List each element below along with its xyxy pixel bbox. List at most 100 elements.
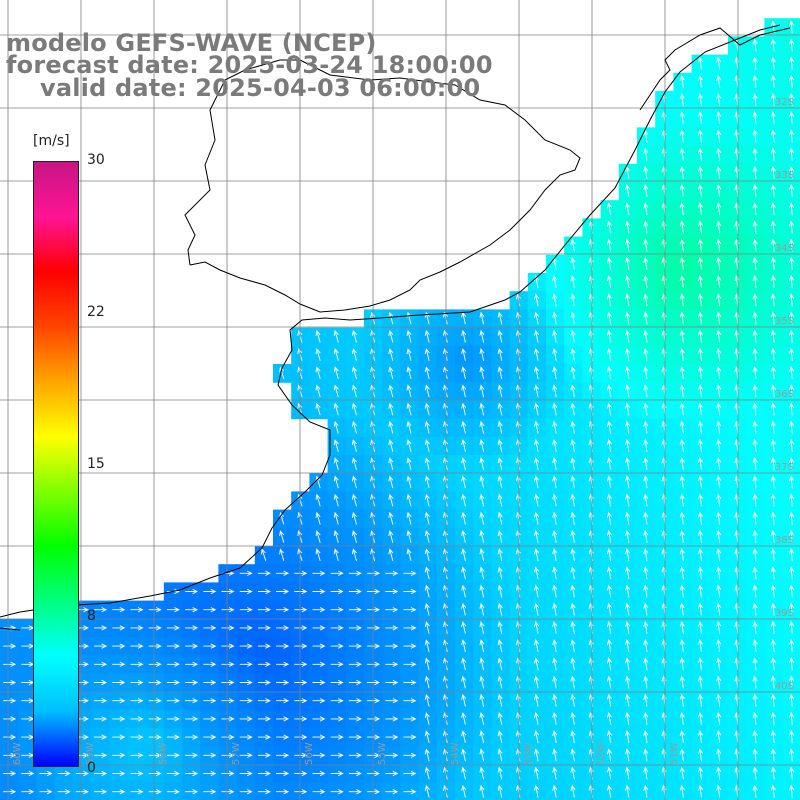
wind-arrow: [166, 752, 180, 758]
wind-arrow: [348, 570, 362, 576]
wind-arrow: [643, 202, 649, 216]
wind-arrow: [333, 493, 339, 507]
wind-arrow: [333, 329, 339, 343]
wind-arrow: [716, 712, 722, 725]
wind-arrow: [461, 511, 467, 525]
wind-arrow: [130, 607, 144, 613]
wind-arrow: [679, 548, 685, 562]
colorbar-tick-0: 0: [87, 760, 96, 776]
wind-arrow: [697, 766, 703, 780]
wind-arrow: [166, 679, 180, 686]
wind-arrow: [552, 438, 558, 452]
wind-arrow: [770, 693, 776, 707]
wind-arrow: [752, 329, 758, 343]
wind-arrow: [752, 675, 758, 689]
wind-arrow: [788, 711, 795, 725]
wind-arrow: [166, 789, 180, 795]
wind-arrow: [94, 716, 108, 722]
wind-arrow: [333, 348, 339, 361]
wind-arrow: [479, 566, 485, 580]
wind-arrow: [752, 784, 758, 798]
wind-arrow: [770, 584, 776, 598]
wind-arrow: [716, 566, 722, 580]
wind-arrow: [112, 679, 126, 686]
wind-arrow: [679, 620, 685, 634]
wind-arrow: [606, 620, 612, 634]
wind-arrow: [788, 147, 795, 161]
wind-arrow: [406, 420, 412, 434]
wind-arrow: [716, 166, 722, 179]
wind-arrow: [606, 602, 612, 616]
wind-arrow: [388, 311, 394, 325]
wind-arrow: [330, 716, 344, 722]
wind-arrow: [570, 584, 576, 598]
wind-arrow: [497, 475, 503, 489]
wind-arrow: [697, 529, 703, 543]
wind-arrow: [752, 657, 758, 671]
wind-arrow: [697, 366, 703, 380]
wind-arrow: [94, 679, 108, 686]
wind-arrow: [752, 129, 758, 143]
wind-arrow: [643, 238, 649, 252]
wind-arrow: [679, 475, 685, 489]
wind-arrow: [697, 311, 703, 325]
colorbar-tick-30: 30: [87, 152, 105, 168]
wind-arrow: [424, 712, 430, 725]
wind-arrow: [788, 56, 795, 70]
wind-arrow: [716, 348, 722, 361]
wind-arrow: [788, 220, 795, 234]
wind-arrow: [479, 730, 485, 744]
wind-arrow: [625, 457, 631, 471]
wind-arrow: [348, 789, 362, 795]
wind-arrow: [403, 679, 417, 686]
wind-arrow: [403, 789, 417, 795]
wind-arrow: [3, 770, 17, 777]
wind-arrow: [625, 293, 631, 307]
wind-arrow: [479, 420, 485, 434]
wind-arrow: [643, 493, 649, 507]
wind-arrow: [697, 147, 703, 161]
wind-arrow: [788, 657, 795, 671]
wind-arrow: [424, 657, 430, 671]
wind-arrow: [312, 588, 326, 595]
wind-arrow: [148, 679, 162, 686]
wind-arrow: [406, 493, 412, 507]
wind-arrow: [606, 657, 612, 671]
wind-arrow: [625, 511, 631, 525]
wind-arrow: [148, 770, 162, 777]
wind-arrow: [752, 438, 758, 452]
wind-arrow: [679, 238, 685, 252]
wind-arrow: [534, 511, 540, 525]
wind-arrow: [679, 147, 685, 161]
wind-arrow: [185, 789, 199, 795]
wind-arrow: [752, 147, 758, 161]
wind-arrow: [185, 661, 199, 667]
wind-arrow: [403, 607, 417, 613]
wind-arrow: [497, 548, 503, 562]
wind-arrow: [148, 789, 162, 795]
colorbar-tick-8: 8: [87, 608, 96, 624]
wind-arrow: [570, 639, 576, 653]
wind-arrow: [770, 548, 776, 562]
wind-arrow: [606, 256, 612, 270]
wind-arrow: [148, 716, 162, 722]
wind-arrow: [625, 220, 631, 234]
wind-arrow: [752, 184, 758, 198]
wind-arrow: [716, 784, 722, 798]
wind-arrow: [315, 493, 321, 507]
wind-arrow: [788, 511, 795, 525]
wind-arrow: [3, 679, 17, 686]
wind-arrow: [788, 602, 795, 616]
wind-arrow: [461, 748, 467, 762]
wind-arrow: [552, 275, 558, 289]
wind-arrow: [643, 147, 649, 161]
wind-arrow: [276, 716, 290, 722]
wind-arrow: [770, 511, 776, 525]
wind-arrow: [424, 511, 430, 525]
wind-arrow: [424, 329, 430, 343]
wind-arrow: [643, 347, 649, 361]
wind-arrow: [333, 530, 339, 543]
wind-arrow: [788, 93, 795, 107]
wind-arrow: [788, 20, 795, 34]
wind-arrow: [679, 584, 685, 598]
